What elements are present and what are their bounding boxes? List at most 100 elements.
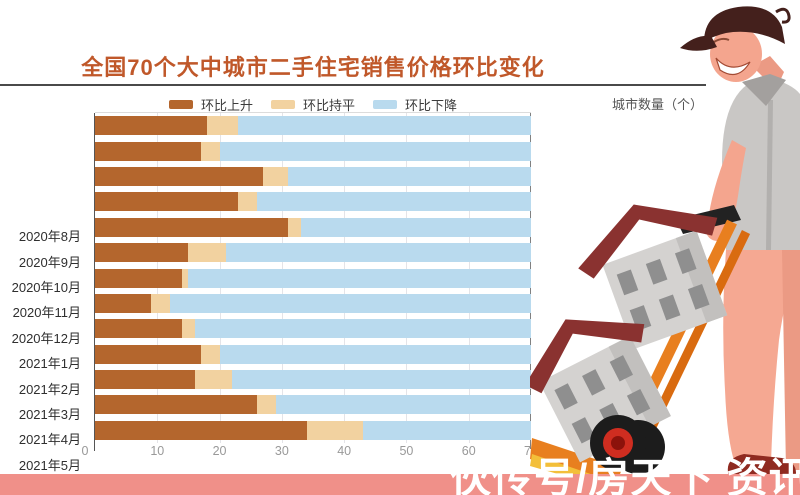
bar-segment — [95, 420, 307, 440]
x-tick-label: 60 — [461, 444, 476, 458]
pants — [723, 250, 800, 464]
bar-segment — [225, 243, 531, 263]
bar-segment — [95, 268, 183, 288]
bar-segment — [200, 344, 220, 364]
bar-row — [95, 141, 531, 161]
bar-segment — [194, 370, 233, 390]
y-axis-label: 2021年1月 — [18, 356, 81, 372]
bar-segment — [219, 344, 531, 364]
y-axis-label: 2021年5月 — [18, 457, 81, 473]
cap-curl — [775, 7, 791, 24]
lower-house-roof — [530, 319, 645, 394]
y-axis-label: 2021年2月 — [18, 381, 81, 397]
axis-unit-label: 城市数量（个） — [611, 97, 703, 112]
y-axis-label: 2020年10月 — [11, 279, 81, 295]
bar-row — [95, 243, 531, 263]
bar-row — [95, 166, 531, 186]
bar-segment — [95, 217, 289, 237]
bar-row — [95, 217, 531, 237]
bar-segment — [95, 395, 257, 415]
cap-brim — [680, 35, 717, 51]
bar-row — [95, 268, 531, 288]
back-leg — [782, 250, 800, 470]
bar-row — [95, 192, 531, 212]
title-divider-line — [0, 84, 706, 86]
bar-segment — [188, 268, 531, 288]
delivery-man — [680, 6, 800, 483]
chart-legend: 环比上升 环比持平 环比下降 — [95, 95, 531, 114]
y-axis-label: 2021年3月 — [18, 406, 81, 422]
legend-swatch-icon — [373, 100, 397, 109]
legend-item-0: 环比上升 — [168, 95, 253, 114]
bar-segment — [95, 370, 195, 390]
bar-segment — [362, 420, 531, 440]
upper-house-roof — [578, 204, 718, 279]
watermark-text: 伙传号/房天下 资讯 — [450, 455, 800, 495]
legend-item-2: 环比下降 — [373, 95, 457, 114]
bar-row — [95, 293, 531, 313]
legend-label: 环比上升 — [200, 98, 253, 113]
y-axis-label: 2020年12月 — [11, 330, 81, 346]
bar-segment — [151, 293, 170, 313]
bar-segment — [207, 116, 239, 136]
x-tick-label: 30 — [274, 444, 289, 458]
bar-segment — [275, 395, 531, 415]
watermark-band — [0, 474, 800, 495]
bar-segment — [306, 420, 363, 440]
bar-segment — [95, 141, 201, 161]
bar-row — [95, 344, 531, 364]
x-tick-label: 10 — [150, 444, 165, 458]
bar-segment — [95, 192, 239, 212]
plot-area — [94, 112, 531, 451]
bar-segment — [232, 370, 531, 390]
y-axis-label: 2020年9月 — [18, 254, 81, 270]
eyebrow — [713, 37, 730, 43]
y-axis-labels: 2020年8月 2020年9月 2020年10月 2020年11月 2020年12月 20… — [0, 112, 88, 495]
bar-segment — [288, 166, 531, 186]
bar-segment — [263, 166, 289, 186]
bar-row — [95, 116, 531, 136]
bar-segment — [256, 192, 531, 212]
bar-segment — [200, 141, 220, 161]
bar-row — [95, 420, 531, 440]
bar-segment — [188, 243, 226, 263]
bar-segment — [238, 116, 531, 136]
x-tick-label: 20 — [212, 444, 227, 458]
bar-segment — [95, 116, 208, 136]
bar-segment — [300, 217, 531, 237]
upper-house — [578, 204, 728, 350]
bar-segment — [219, 141, 531, 161]
x-tick-label: 40 — [337, 444, 352, 458]
bar-segment — [182, 268, 189, 288]
bar-segment — [169, 293, 531, 313]
bar-segment — [95, 243, 189, 263]
bar-segment — [194, 319, 531, 339]
legend-label: 环比持平 — [302, 98, 355, 113]
bar-segment — [95, 166, 264, 186]
y-axis-label: 2021年4月 — [18, 432, 81, 448]
x-tick-label: 0 — [81, 444, 89, 458]
bar-segment — [182, 319, 195, 339]
bar-row — [95, 319, 531, 339]
y-axis-line — [94, 113, 95, 451]
shirt — [722, 78, 800, 250]
legend-label: 环比下降 — [405, 98, 458, 113]
shirt-seam — [766, 100, 773, 250]
bar-row — [95, 370, 531, 390]
chart-title: 全国70个大中城市二手住宅销售价格环比变化 — [81, 55, 545, 80]
legend-swatch-icon — [270, 100, 295, 109]
y-axis-label: 2020年11月 — [12, 305, 81, 321]
bar-segment — [238, 192, 257, 212]
cap — [704, 6, 785, 45]
x-tick-label: 50 — [399, 444, 414, 458]
bar-segment — [95, 344, 201, 364]
bar-segment — [95, 293, 152, 313]
bar-segment — [288, 217, 301, 237]
bar-segment — [256, 395, 276, 415]
mover-with-houses-illustration — [530, 6, 800, 491]
smile — [715, 57, 751, 76]
legend-swatch-icon — [168, 100, 193, 109]
y-axis-label: 2020年8月 — [18, 229, 81, 245]
collar — [742, 74, 786, 106]
